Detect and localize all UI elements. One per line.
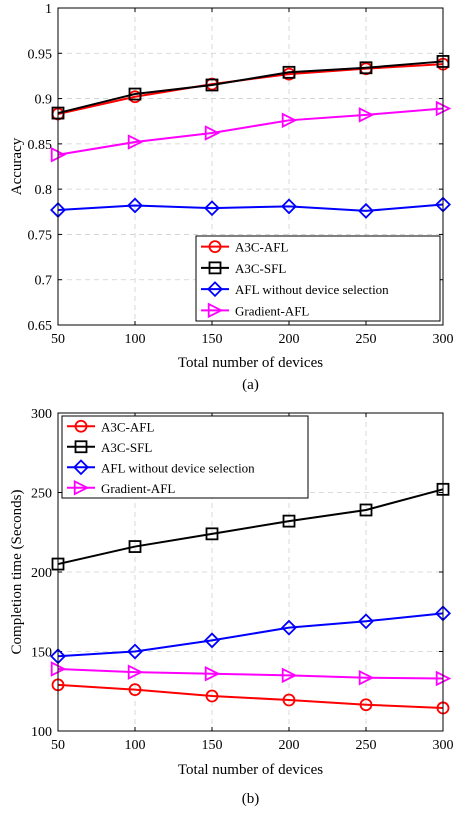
x-tick-label: 150 (202, 332, 223, 347)
legend-marker (74, 440, 88, 454)
data-point-series-2 (359, 503, 373, 517)
x-tick-label: 250 (356, 738, 377, 753)
x-tick-label: 50 (51, 332, 65, 347)
data-point-series-2 (205, 78, 219, 92)
x-tick-label: 200 (279, 332, 300, 347)
data-point-series-3 (358, 613, 374, 630)
y-tick-label: 0.75 (28, 228, 53, 243)
y-tick-label: 200 (31, 566, 52, 581)
y-tick-label: 250 (31, 487, 52, 502)
data-point-series-4 (204, 125, 221, 141)
y-tick-label: 0.8 (35, 183, 53, 198)
y-tick-label: 1 (45, 2, 52, 17)
data-point-series-2 (128, 87, 142, 101)
legend-box (195, 235, 441, 322)
data-point-series-4 (358, 669, 375, 686)
legend-box (61, 415, 309, 499)
y-tick-label: 0.85 (28, 138, 53, 153)
x-tick-label: 100 (125, 738, 146, 753)
y-tick-label: 300 (31, 407, 52, 422)
y-tick-label: 0.7 (35, 274, 53, 289)
legend: A3C-AFL A3C-SFL AFL without device selecti… (61, 415, 309, 499)
axes-box (57, 412, 444, 732)
series-line-4 (57, 107, 444, 156)
data-point-series-4 (127, 134, 144, 150)
data-point-series-3 (281, 198, 297, 215)
x-tick-label: 100 (125, 332, 146, 347)
legend-marker (74, 419, 88, 433)
data-point-series-1 (282, 693, 296, 707)
legend-label: A3C-SFL (235, 261, 286, 276)
legend-marker (73, 479, 90, 496)
y-axis-label: Accuracy (9, 137, 25, 195)
x-tick-label: 300 (433, 332, 454, 347)
y-tick-label: 100 (31, 725, 52, 740)
data-point-series-3 (281, 619, 297, 636)
legend-marker (208, 240, 222, 254)
legend-marker (207, 281, 223, 298)
x-tick-label: 250 (356, 332, 377, 347)
legend-label: A3C-AFL (101, 419, 155, 434)
series-line-4 (57, 667, 444, 680)
x-tick-label: 300 (433, 738, 454, 753)
legend-label: A3C-AFL (235, 240, 289, 255)
x-axis-label: Total number of devices (178, 355, 323, 371)
accuracy-chart: 50 100 150 200 250 300 0.65 0.7 0.75 0.8 0.85 0.9 0.… (9, 2, 454, 393)
series-line-2 (57, 488, 444, 566)
data-point-series-2 (282, 65, 296, 79)
legend-label: AFL without device selection (101, 460, 255, 475)
x-tick-label: 150 (202, 738, 223, 753)
data-point-series-2 (359, 61, 373, 75)
legend-label: Gradient-AFL (101, 481, 175, 496)
data-point-series-3 (358, 202, 374, 219)
data-point-series-2 (205, 527, 219, 541)
y-tick-label: 0.9 (35, 93, 53, 108)
series-line-1 (57, 683, 444, 709)
y-tick-label: 150 (31, 646, 52, 661)
data-point-series-4 (358, 107, 375, 123)
x-tick-label: 50 (51, 738, 65, 753)
series-line-3 (57, 612, 444, 658)
data-point-series-3 (127, 197, 143, 214)
data-point-series-4 (281, 112, 298, 129)
series-line-2 (57, 60, 444, 115)
data-point-series-3 (204, 200, 220, 217)
data-point-series-3 (127, 643, 143, 660)
y-tick-label: 0.95 (28, 47, 53, 62)
data-point-series-4 (127, 664, 144, 680)
y-tick-label: 0.65 (28, 319, 53, 334)
y-axis-label: Completion time (Seconds) (9, 490, 25, 655)
legend-label: Gradient-AFL (235, 303, 309, 318)
legend-label: A3C-SFL (101, 440, 152, 455)
figure-caption: (a) (242, 377, 259, 393)
data-point-series-4 (281, 667, 298, 684)
legend-marker (207, 302, 224, 319)
data-point-series-1 (128, 683, 142, 697)
legend-marker (73, 459, 89, 476)
axes-box (57, 7, 444, 326)
series-line-3 (57, 203, 444, 212)
data-point-series-4 (204, 666, 221, 682)
legend-label: AFL without device selection (235, 282, 389, 297)
figure-caption: (b) (242, 791, 260, 807)
x-axis-label: Total number of devices (178, 762, 323, 778)
data-point-series-2 (282, 514, 296, 528)
data-point-series-3 (204, 632, 220, 649)
data-point-series-1 (359, 698, 373, 712)
data-point-series-2 (128, 540, 142, 553)
x-tick-label: 200 (279, 738, 300, 753)
data-point-series-1 (205, 689, 219, 703)
legend: A3C-AFL A3C-SFL AFL without device selecti… (195, 235, 441, 322)
legend-marker (208, 261, 222, 275)
